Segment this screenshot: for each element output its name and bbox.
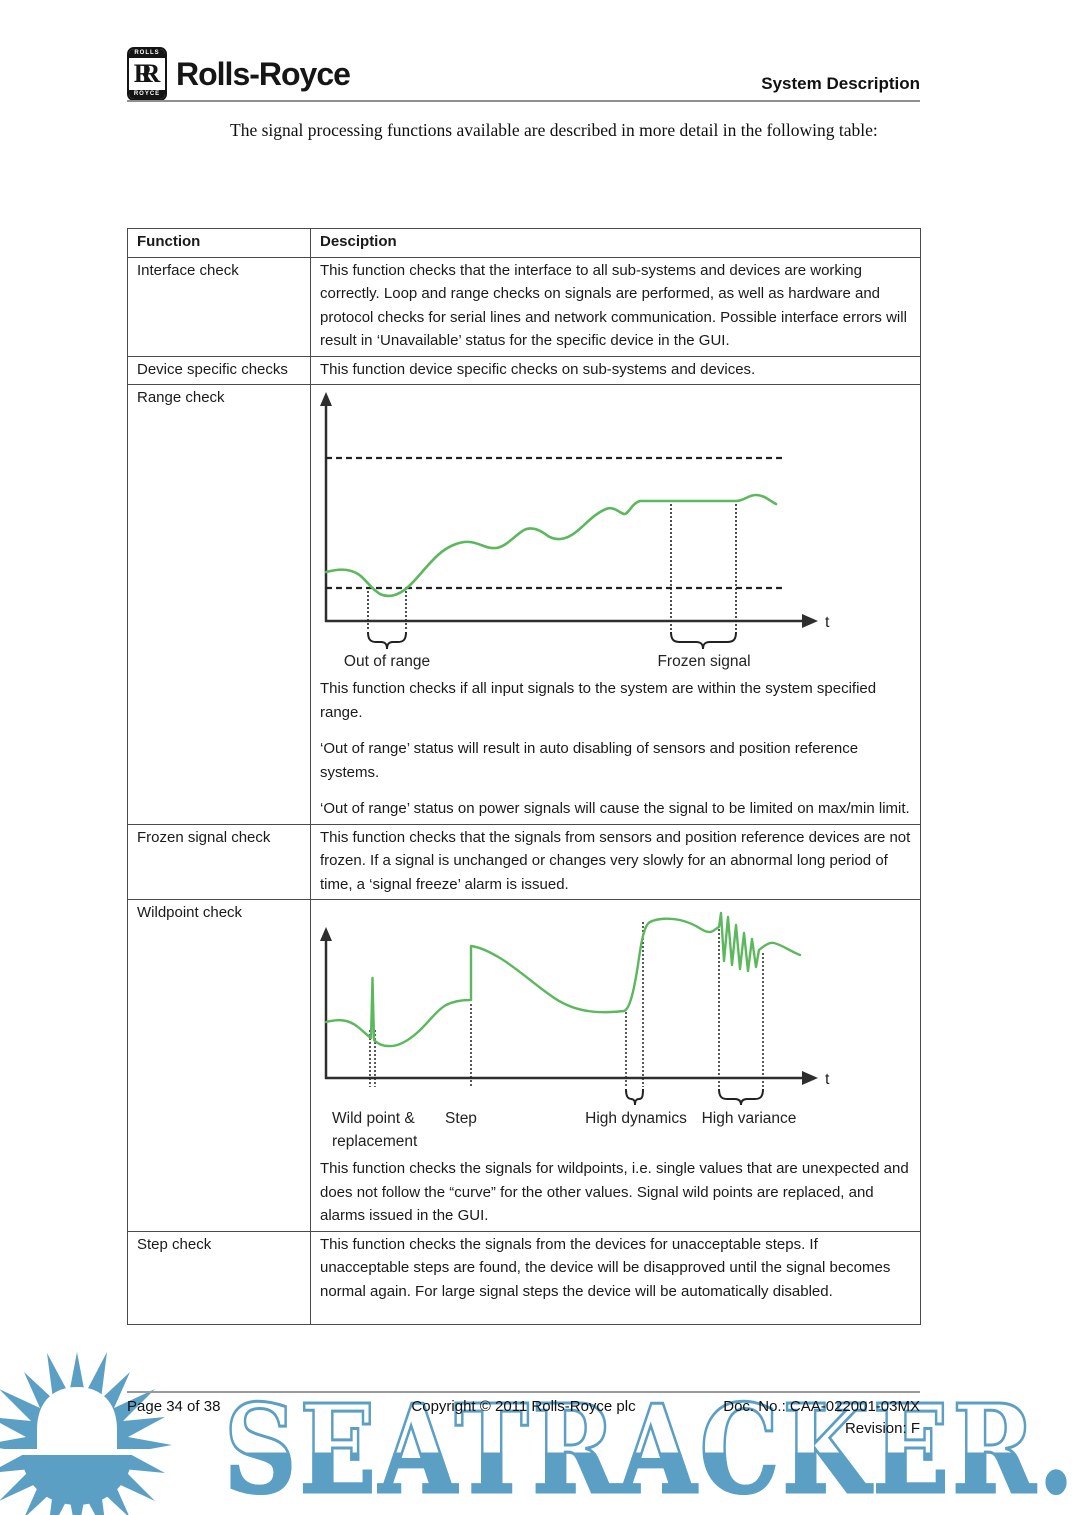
y-axis-arrow bbox=[320, 927, 332, 941]
column-header-function: Function bbox=[127, 228, 311, 258]
table-row: Device specific checks This function dev… bbox=[127, 355, 921, 385]
signal-curve bbox=[324, 493, 778, 598]
table-row: Step check This function checks the sign… bbox=[127, 1230, 921, 1325]
table-row: Frozen signal check This function checks… bbox=[127, 823, 921, 900]
range-paragraph-1: This function checks if all input signal… bbox=[320, 680, 877, 721]
step-label: Step bbox=[445, 1110, 477, 1127]
cell-function-name: Device specific checks bbox=[127, 355, 311, 385]
dynamics-label: High dynamics bbox=[585, 1110, 687, 1127]
document-title: System Description bbox=[761, 74, 920, 93]
frozen-brace bbox=[670, 631, 737, 650]
seatracker-watermark: SEATRACKER.RU bbox=[223, 1387, 1080, 1512]
cell-description: t Wild point & replacement bbox=[310, 899, 921, 1232]
cell-description: This function checks the signals from th… bbox=[310, 1230, 921, 1325]
signal-curve bbox=[324, 911, 802, 1048]
function-table: Function Desciption Interface check This… bbox=[127, 228, 921, 1325]
footer-page-number: Page 34 of 38 bbox=[127, 1398, 221, 1415]
cell-function-name: Wildpoint check bbox=[127, 899, 311, 1232]
badge-top-text: ROLLS bbox=[129, 49, 165, 58]
range-paragraph-3: ‘Out of range’ status on power signals w… bbox=[320, 800, 910, 817]
column-header-description: Desciption bbox=[310, 228, 921, 258]
wildpoint-paragraph: This function checks the signals for wil… bbox=[320, 1160, 909, 1224]
table-header-row: Function Desciption bbox=[127, 228, 921, 258]
dynamics-brace bbox=[625, 1088, 644, 1106]
t-axis-label: t bbox=[825, 1071, 830, 1088]
brand-wordmark: Rolls-Royce bbox=[176, 56, 351, 92]
footer-doc-number: Doc. No.: CAA-022001-03MX bbox=[723, 1398, 920, 1415]
footer-revision: Revision: F bbox=[844, 1420, 920, 1437]
wildpoint-check-diagram: t Wild point & replacement bbox=[320, 911, 830, 1150]
variance-label: High variance bbox=[702, 1110, 797, 1127]
cell-function-name: Range check bbox=[127, 384, 311, 825]
cell-description: This function checks that the signals fr… bbox=[310, 823, 921, 900]
cell-function-name: Interface check bbox=[127, 256, 311, 357]
cell-description: t Out of range Frozen sign bbox=[310, 384, 921, 825]
x-axis-arrow bbox=[802, 614, 818, 628]
intro-paragraph: The signal processing functions availabl… bbox=[230, 120, 878, 140]
cell-description: This function device specific checks on … bbox=[310, 355, 921, 385]
footer-rule bbox=[127, 1391, 920, 1393]
range-paragraph-2: ‘Out of range’ status will result in aut… bbox=[320, 740, 859, 781]
sun-lower-disc bbox=[22, 1455, 132, 1505]
cell-function-name: Frozen signal check bbox=[127, 823, 311, 900]
cell-description: This function checks that the interface … bbox=[310, 256, 921, 357]
variance-brace bbox=[718, 1088, 764, 1106]
cell-function-name: Step check bbox=[127, 1230, 311, 1325]
table-row: Interface check This function checks tha… bbox=[127, 256, 921, 357]
wildpoint-label-line1: Wild point & bbox=[332, 1110, 415, 1127]
badge-bottom-text: ROYCE bbox=[129, 90, 165, 99]
table-row: Range check t bbox=[127, 384, 921, 825]
seatracker-sun-logo bbox=[0, 1352, 172, 1515]
x-axis-arrow bbox=[802, 1071, 818, 1085]
header-rule bbox=[127, 100, 920, 102]
range-check-diagram: t Out of range Frozen sign bbox=[320, 392, 830, 670]
y-axis-arrow bbox=[320, 392, 332, 406]
frozen-signal-label: Frozen signal bbox=[657, 653, 750, 670]
wildpoint-label-line2: replacement bbox=[332, 1133, 418, 1150]
out-of-range-label: Out of range bbox=[344, 653, 430, 670]
sun-horizon-gap bbox=[0, 1449, 158, 1455]
t-axis-label: t bbox=[825, 614, 830, 631]
table-row: Wildpoint check t bbox=[127, 899, 921, 1232]
sun-dome bbox=[37, 1387, 117, 1449]
footer-copyright: Copyright © 2011 Rolls-Royce plc bbox=[411, 1398, 636, 1415]
out-of-range-brace bbox=[367, 631, 407, 650]
